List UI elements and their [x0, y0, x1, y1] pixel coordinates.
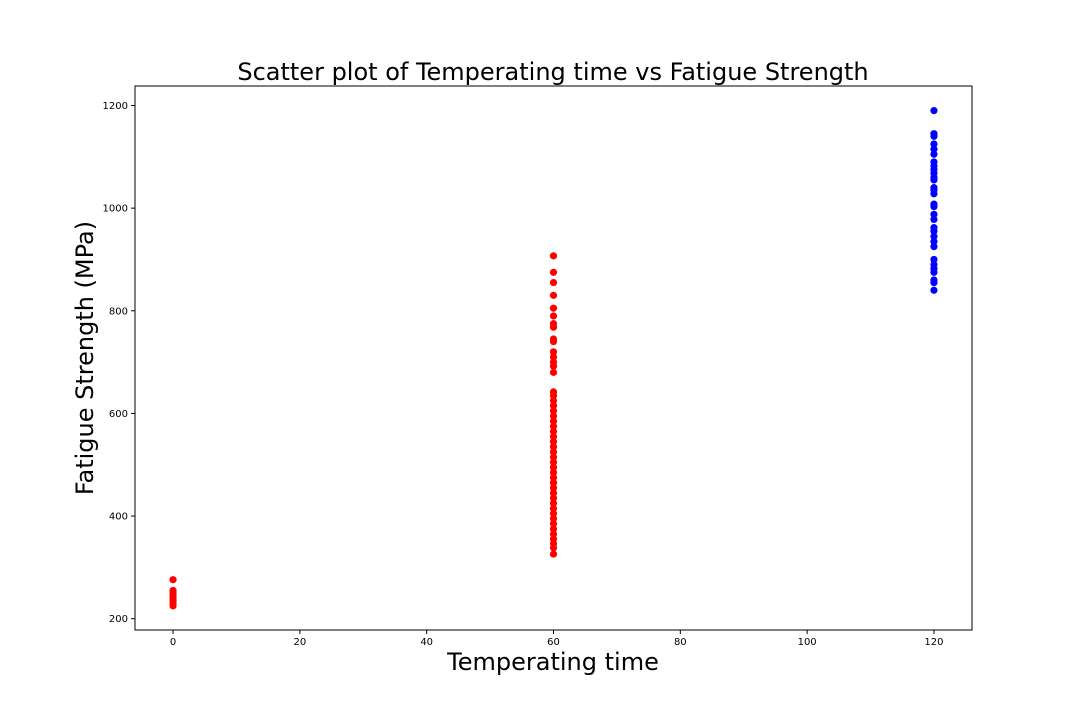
scatter-point	[549, 368, 558, 376]
scatter-point	[930, 158, 938, 166]
scatter-point	[549, 509, 558, 518]
chart-title: Scatter plot of Temperating time vs Fati…	[237, 58, 868, 86]
scatter-point	[549, 463, 558, 471]
scatter-point	[549, 443, 558, 451]
x-tick-label: 0	[170, 637, 176, 648]
y-axis-ticks: 200 400 600 800 1000 1200	[103, 101, 135, 625]
scatter-point	[930, 150, 938, 158]
scatter-point	[930, 200, 938, 208]
scatter-point	[549, 412, 558, 420]
x-tick-label: 120	[924, 637, 943, 648]
scatter-point	[930, 224, 938, 232]
scatter-point	[169, 576, 177, 584]
scatter-point	[930, 232, 938, 240]
x-tick-label: 100	[798, 637, 817, 648]
y-tick-label: 1200	[103, 101, 128, 112]
scatter-point	[930, 215, 938, 224]
scatter-point	[549, 525, 558, 533]
scatter-point	[549, 353, 558, 361]
scatter-point	[549, 427, 558, 435]
data-points	[169, 107, 938, 610]
y-tick-label: 600	[109, 409, 128, 420]
scatter-point	[930, 243, 938, 251]
x-tick-label: 80	[674, 637, 687, 648]
x-axis-label: Temperating time	[446, 648, 659, 676]
scatter-point	[549, 291, 558, 299]
scatter-point	[549, 535, 558, 543]
scatter-point	[549, 304, 558, 312]
scatter-point	[930, 286, 938, 294]
scatter-point	[930, 107, 938, 115]
scatter-point	[549, 252, 558, 260]
scatter-point	[549, 422, 558, 430]
scatter-point	[549, 494, 558, 502]
scatter-point	[549, 484, 558, 492]
scatter-point	[169, 586, 177, 595]
scatter-point	[549, 504, 558, 512]
scatter-point	[930, 255, 938, 264]
scatter-point	[549, 388, 558, 396]
scatter-point	[549, 407, 558, 415]
scatter-point	[549, 550, 558, 558]
scatter-point	[930, 140, 938, 148]
scatter-point	[549, 320, 558, 328]
scatter-point	[930, 276, 938, 284]
scatter-point	[549, 468, 558, 477]
y-tick-label: 200	[109, 614, 128, 625]
y-tick-label: 1000	[103, 204, 128, 215]
scatter-point	[549, 530, 558, 538]
x-tick-label: 60	[547, 637, 560, 648]
y-axis-label: Fatigue Strength (MPa)	[71, 221, 99, 495]
plot-frame	[134, 85, 973, 631]
scatter-point	[930, 237, 938, 246]
scatter-point	[549, 448, 558, 456]
scatter-point	[549, 479, 558, 487]
scatter-point	[549, 396, 558, 405]
scatter-point	[549, 348, 558, 356]
x-tick-label: 40	[420, 637, 433, 648]
scatter-point	[549, 515, 558, 523]
scatter-point	[930, 210, 938, 218]
scatter-point	[930, 145, 938, 153]
scatter-point	[549, 438, 558, 446]
scatter-point	[549, 499, 558, 507]
x-tick-label: 20	[293, 637, 306, 648]
scatter-point	[549, 520, 558, 528]
y-tick-label: 400	[109, 512, 128, 523]
scatter-point	[549, 268, 558, 276]
scatter-point	[549, 278, 558, 287]
scatter-point	[930, 260, 938, 269]
scatter-point	[549, 473, 558, 482]
scatter-point	[549, 417, 558, 425]
scatter-point	[549, 335, 558, 343]
scatter-point	[549, 312, 558, 320]
y-tick-label: 800	[109, 306, 128, 317]
scatter-point	[930, 184, 938, 192]
scatter-point	[549, 453, 558, 461]
scatter-point	[930, 130, 938, 138]
x-axis-ticks: 0 20 40 60 80 100 120	[170, 630, 944, 648]
scatter-point	[549, 358, 558, 366]
scatter-point	[549, 489, 558, 497]
scatter-point	[549, 432, 558, 441]
scatter-point	[549, 402, 558, 410]
scatter-point	[549, 458, 558, 466]
